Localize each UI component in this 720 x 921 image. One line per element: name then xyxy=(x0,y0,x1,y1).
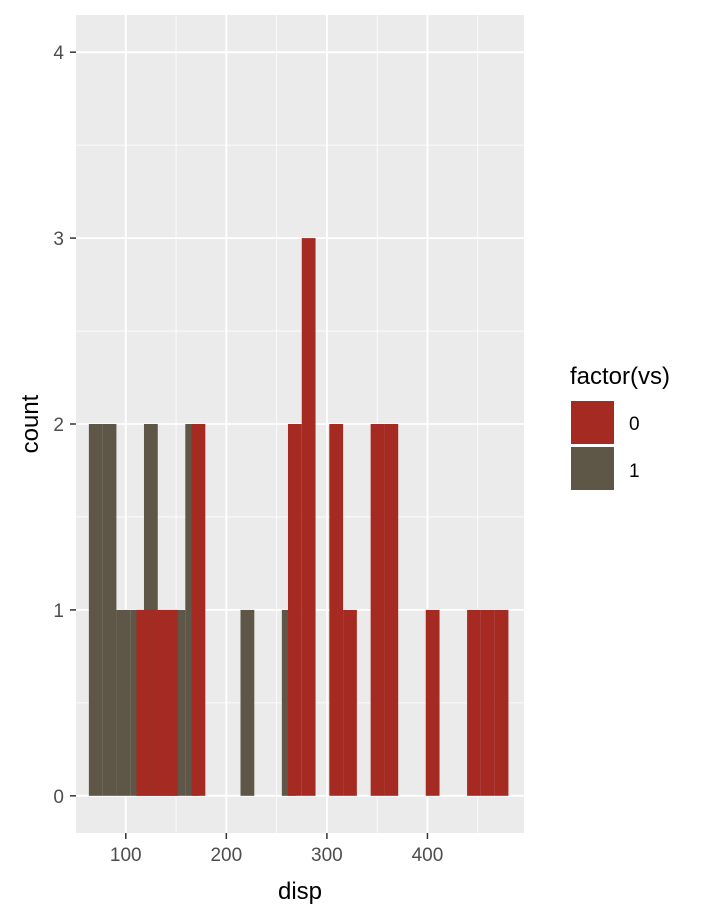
legend-label-1: 1 xyxy=(629,461,640,482)
bar-vs-0 xyxy=(150,609,164,796)
bar-vs-0 xyxy=(480,609,495,796)
x-tick-label: 400 xyxy=(412,845,444,866)
bar-vs-1 xyxy=(88,424,103,796)
bar-vs-0 xyxy=(191,424,206,796)
bar-vs-0 xyxy=(287,424,302,796)
legend: factor(vs) 0 1 xyxy=(569,363,670,492)
bar-vs-0 xyxy=(136,609,151,796)
bar-vs-0 xyxy=(301,238,316,796)
x-tick-label: 200 xyxy=(210,845,242,866)
y-axis-title: count xyxy=(17,394,44,453)
legend-label-0: 0 xyxy=(629,414,640,435)
bar-vs-1 xyxy=(240,609,255,796)
bar-vs-0 xyxy=(425,609,440,796)
y-axis-ticks: 0 1 2 3 4 xyxy=(53,43,76,808)
bar-vs-0 xyxy=(494,609,509,796)
y-tick-label: 0 xyxy=(53,787,64,808)
y-tick-label: 2 xyxy=(53,415,64,436)
x-tick-label: 300 xyxy=(311,845,343,866)
legend-key-1 xyxy=(569,445,616,492)
bars xyxy=(88,238,509,796)
x-tick-label: 100 xyxy=(110,845,142,866)
legend-title: factor(vs) xyxy=(570,363,670,390)
y-tick-label: 3 xyxy=(53,229,64,250)
bar-vs-0 xyxy=(467,609,481,796)
bar-vs-0 xyxy=(343,609,357,796)
x-axis-ticks: 100 200 300 400 xyxy=(110,833,443,866)
x-axis-title: disp xyxy=(278,878,322,905)
legend-key-0 xyxy=(569,399,616,446)
bar-vs-1 xyxy=(102,424,117,796)
y-tick-label: 1 xyxy=(53,601,64,622)
bar-vs-0 xyxy=(163,609,178,796)
bar-vs-0 xyxy=(384,424,399,796)
bar-vs-0 xyxy=(329,424,344,796)
bar-vs-0 xyxy=(370,424,385,796)
bar-vs-1 xyxy=(116,609,131,796)
y-tick-label: 4 xyxy=(53,43,64,64)
